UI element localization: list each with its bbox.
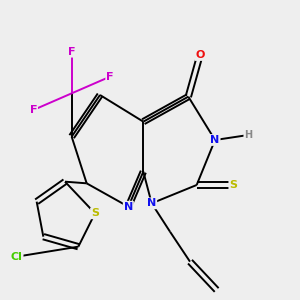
Text: F: F [30, 105, 37, 115]
Text: N: N [147, 198, 156, 208]
Text: N: N [124, 202, 133, 212]
Text: Cl: Cl [11, 252, 22, 262]
Text: N: N [210, 135, 220, 145]
Text: S: S [91, 208, 99, 218]
Text: H: H [244, 130, 252, 140]
Text: F: F [68, 47, 75, 57]
Text: F: F [106, 72, 114, 82]
Text: S: S [229, 180, 237, 190]
Text: O: O [195, 50, 205, 60]
